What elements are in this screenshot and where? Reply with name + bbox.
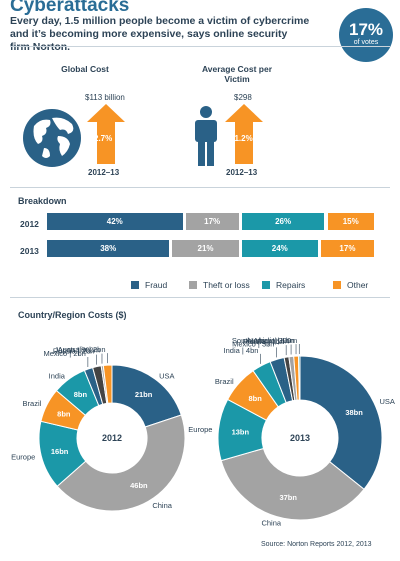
avg-cost-period: 2012–13 (226, 168, 258, 177)
slice-name-label: USA (380, 397, 395, 406)
global-cost-amount: $113 billion (85, 93, 125, 102)
slice-callout-label: Australia | 1bn (246, 336, 294, 345)
slice-value-label: 21bn (135, 390, 153, 399)
votes-value: 17% (348, 20, 384, 39)
divider (10, 187, 390, 188)
up-arrow-icon (225, 104, 263, 164)
slice-value-label: 13bn (232, 428, 250, 437)
donut-slice-china (56, 414, 186, 512)
slice-name-label: India (49, 372, 66, 381)
donut-slice-usa (299, 355, 383, 490)
avg-cost-change: 51.2% (230, 134, 253, 143)
donut-center-label: 2012 (102, 433, 122, 443)
slice-callout-label: Australia | 2bn (58, 345, 106, 354)
votes-label: of votes (353, 39, 379, 46)
slice-value-label: 38bn (345, 408, 363, 417)
divider (10, 46, 390, 47)
slice-callout-label: Japan | 1bn (250, 336, 289, 345)
source-note: Source: Norton Reports 2012, 2013 (261, 541, 372, 548)
breakdown-year-2013: 2013 (20, 246, 39, 256)
page-subtitle: Every day, 1.5 million people become a v… (10, 15, 310, 53)
slice-callout-label: India | 4bn (224, 346, 259, 355)
breakdown-segment-2012-other: 15% (327, 213, 374, 230)
slice-callout-label: Mexico | 3bn (232, 339, 274, 348)
slice-value-label: 8bn (248, 394, 262, 403)
page-title: Cyberattacks (10, 0, 130, 16)
legend-item-repairs: Repairs (262, 280, 305, 290)
slice-value-label: 46bn (130, 481, 148, 490)
slice-value-label: 37bn (279, 493, 297, 502)
legend-label: Other (347, 280, 369, 290)
avg-cost-label: Average Cost per Victim (201, 64, 273, 84)
global-cost-change: 2.7% (94, 134, 113, 143)
donut-chart-2013: 38bn USA 37bn China 13bn Europe 8bn Brazil India… (188, 336, 395, 527)
votes-badge: 17% of votes (339, 8, 393, 62)
breakdown-segment-2013-theft: 21% (172, 240, 239, 257)
costs-title: Country/Region Costs ($) (18, 310, 127, 320)
slice-value-label: 8bn (74, 390, 88, 399)
donut-chart-2012: 21bn USA 46bn China 16bn Europe 8bn Brazil 8bn In… (11, 345, 186, 512)
slice-name-label: Brazil (215, 377, 234, 386)
globe-icon (23, 109, 81, 167)
breakdown-segment-2012-repairs: 26% (241, 213, 325, 230)
breakdown-title: Breakdown (18, 196, 67, 206)
breakdown-segment-2013-fraud: 38% (47, 240, 170, 257)
slice-name-label: China (152, 501, 172, 510)
donut-slice-china (220, 447, 365, 521)
breakdown-segment-2012-fraud: 42% (47, 213, 183, 230)
legend-item-other: Other (333, 280, 368, 290)
slice-callout-label: Russia | 1bn (243, 337, 285, 346)
slice-callout-label: Japan | 500m (55, 346, 100, 355)
up-arrow-icon (87, 104, 125, 164)
divider (10, 297, 390, 298)
donut-center-label: 2013 (290, 433, 310, 443)
global-cost-period: 2012–13 (88, 168, 120, 177)
global-cost-label: Global Cost (61, 64, 109, 74)
legend-swatch (333, 281, 341, 289)
donut-slice-south-africa (298, 355, 301, 401)
legend-swatch (131, 281, 139, 289)
legend-label: Fraud (145, 280, 168, 290)
legend-item-fraud: Fraud (131, 280, 167, 290)
slice-name-label: Brazil (23, 399, 42, 408)
breakdown-segment-2013-repairs: 24% (241, 240, 318, 257)
legend-label: Theft or loss (203, 280, 250, 290)
donut-slice-australia (102, 364, 113, 404)
slice-callout-label: Mexico | 2bn (43, 349, 85, 358)
legend-swatch (262, 281, 270, 289)
slice-value-label: 8bn (57, 410, 71, 419)
breakdown-segment-2012-theft: 17% (185, 213, 239, 230)
slice-name-label: China (261, 518, 281, 527)
slice-callout-label: South Africa | 300m (232, 336, 297, 345)
legend-item-theft: Theft or loss (189, 280, 250, 290)
slice-name-label: Europe (188, 425, 212, 434)
avg-cost-amount: $298 (234, 93, 252, 102)
breakdown-year-2012: 2012 (20, 219, 39, 229)
person-icon (195, 106, 217, 166)
slice-callout-label: Russia | 2bn (53, 347, 95, 356)
slice-value-label: 16bn (51, 447, 69, 456)
slice-name-label: USA (159, 372, 174, 381)
legend-swatch (189, 281, 197, 289)
legend-label: Repairs (276, 280, 306, 290)
breakdown-segment-2013-other: 17% (320, 240, 374, 257)
slice-name-label: Europe (11, 453, 35, 462)
